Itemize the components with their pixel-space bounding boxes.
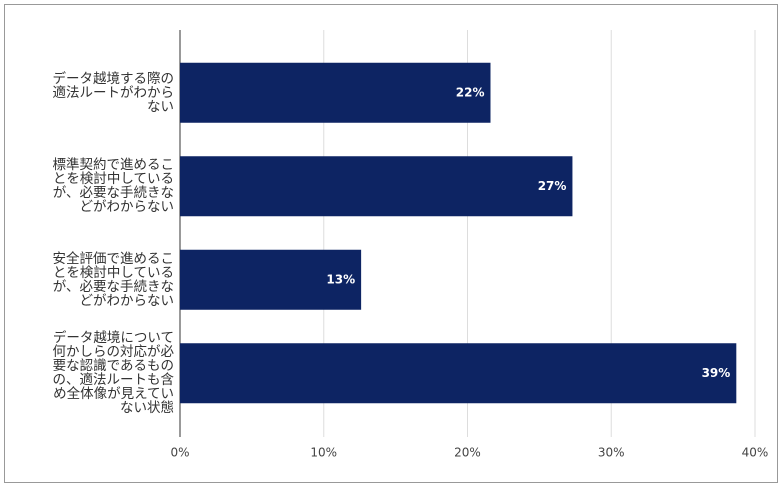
value-label: 39% [702, 366, 731, 380]
value-label: 13% [326, 272, 355, 286]
y-tick-label: 標準契約で進めることを検討中しているが、必要な手続きなどがわからない [52, 157, 175, 216]
y-tick-label-box: 安全評価で進めることを検討中しているが、必要な手続きなどがわからない [20, 233, 175, 327]
bar [180, 249, 362, 310]
y-tick-label: 安全評価で進めることを検討中しているが、必要な手続きなどがわからない [52, 250, 175, 309]
bar [180, 343, 737, 404]
value-label: 22% [456, 85, 485, 99]
y-tick-label-box: データ越境する際の適法ルートがわからない [20, 46, 175, 140]
x-tick-label: 10% [310, 446, 337, 460]
y-tick-label-box: データ越境について何かしらの対応が必要な認識であるものの、適法ルートも含め全体像… [20, 327, 175, 421]
y-tick-label: データ越境する際の適法ルートがわからない [52, 70, 175, 115]
y-tick-label: データ越境について何かしらの対応が必要な認識であるものの、適法ルートも含め全体像… [52, 330, 175, 417]
x-tick-label: 0% [170, 446, 189, 460]
y-tick-label-box: 標準契約で進めることを検討中しているが、必要な手続きなどがわからない [20, 140, 175, 234]
x-tick-label: 20% [454, 446, 481, 460]
bar [180, 156, 573, 217]
value-label: 27% [538, 179, 567, 193]
bar [180, 62, 491, 123]
x-tick-label: 30% [598, 446, 625, 460]
x-tick-label: 40% [742, 446, 769, 460]
